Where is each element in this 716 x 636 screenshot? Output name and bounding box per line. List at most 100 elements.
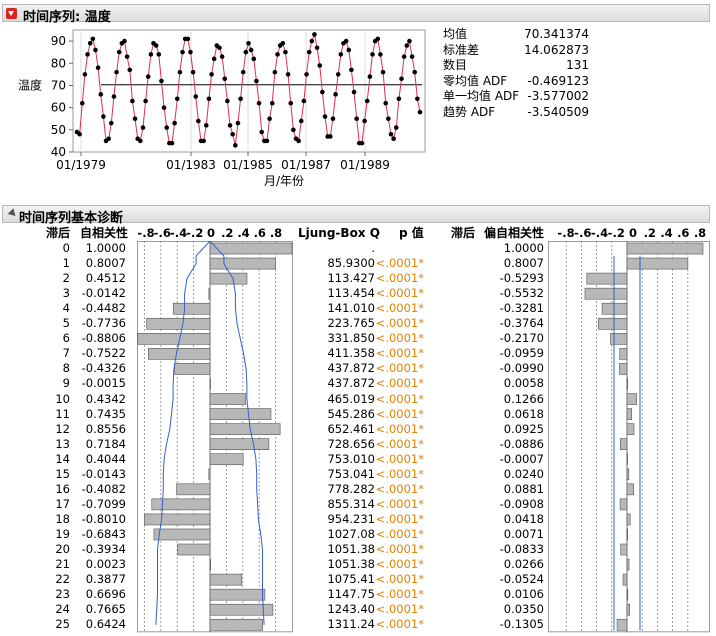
data-point — [79, 100, 85, 106]
data-point — [380, 69, 386, 75]
data-point — [230, 131, 235, 137]
axis-tick-label: -.6 — [574, 226, 591, 240]
bar — [209, 408, 272, 420]
acf-cell: 0.0023 — [85, 557, 126, 572]
bar — [209, 588, 266, 601]
time-series-chart: 01/1979 01/1983 01/1985 01/1987 01/1989 40 50 6… — [18, 29, 426, 188]
data-point — [338, 52, 344, 57]
x-tick-label: 01/1983 — [166, 158, 216, 172]
bar — [153, 528, 211, 541]
section-header-diagnostics[interactable]: 时间序列基本诊断 — [2, 205, 710, 226]
disclosure-icon[interactable] — [7, 208, 19, 219]
p-value-cell: <.0001* — [375, 602, 424, 617]
ljung-q-cell: 223.765 — [327, 316, 375, 331]
bar — [626, 242, 704, 255]
bar — [209, 573, 243, 586]
bar — [209, 242, 293, 255]
data-point — [143, 98, 148, 104]
stat-row: 标准差 14.062873 — [443, 43, 589, 59]
lag-cell: 14 — [55, 451, 70, 466]
stat-value: 14.062873 — [524, 42, 589, 57]
bar — [619, 498, 628, 511]
stat-label: 单一均值 ADF — [443, 89, 520, 103]
data-point — [333, 92, 338, 97]
pacf-cell: 0.0106 — [503, 587, 544, 602]
lag-cell: 24 — [55, 602, 70, 617]
lag-cell: 25 — [55, 617, 70, 632]
lag-cell: 15 — [55, 466, 70, 481]
acf-cell: -0.0143 — [81, 466, 126, 481]
data-point — [169, 140, 175, 146]
pacf-cell: -0.3281 — [499, 301, 544, 316]
stat-label: 数目 — [443, 58, 468, 72]
data-point — [309, 38, 315, 44]
bar — [626, 393, 637, 405]
axis-tick-label: -.2 — [608, 226, 625, 240]
confidence-band-lower — [155, 241, 211, 625]
bar — [209, 438, 270, 450]
x-tick-label: 01/1989 — [340, 158, 390, 172]
acf-cell: 0.6696 — [85, 587, 126, 602]
data-point — [87, 41, 93, 46]
section-title: 时间序列: 温度 — [23, 10, 111, 25]
pacf-cell: 0.8007 — [503, 256, 544, 271]
data-point — [248, 47, 254, 53]
data-point — [101, 114, 106, 119]
stat-row: 数目 131 — [443, 58, 589, 74]
data-point — [393, 125, 399, 130]
bar — [584, 287, 628, 300]
x-tick-label: 01/1985 — [223, 158, 273, 172]
stat-row: 单一均值 ADF -3.577002 — [443, 89, 589, 105]
acf-axis-ticks: -.8 -.6 -.4 -.2 0 .2 .4 .6 .8 — [137, 226, 282, 240]
data-point — [130, 98, 135, 104]
data-point — [111, 94, 117, 99]
data-point — [145, 74, 151, 79]
data-point — [401, 54, 407, 59]
lag-cell: 19 — [55, 526, 70, 541]
acf-cell: -0.0015 — [81, 376, 126, 391]
p-value-cell: <.0001* — [375, 346, 424, 361]
data-point — [359, 140, 365, 146]
bar — [619, 348, 628, 360]
data-point — [85, 52, 90, 57]
p-value-cell: <.0001* — [375, 511, 424, 526]
data-point — [301, 98, 307, 104]
lag-cell: 18 — [55, 511, 70, 526]
bar — [208, 468, 211, 481]
pacf-cell: 1.0000 — [503, 241, 544, 255]
axis-tick-label: .2 — [644, 226, 656, 240]
lag-cell: 2 — [62, 271, 70, 286]
acf-cell: -0.7099 — [81, 496, 126, 511]
ljung-q-cell: 437.872 — [327, 361, 375, 376]
section-header-time-series[interactable]: 时间序列: 温度 — [2, 4, 710, 25]
data-point — [280, 41, 286, 46]
bar — [209, 393, 246, 405]
data-point — [240, 69, 246, 75]
bar — [616, 618, 628, 631]
bar — [619, 363, 628, 375]
bar — [137, 333, 211, 345]
data-point — [375, 36, 381, 42]
bar — [626, 513, 631, 526]
data-point — [219, 54, 225, 59]
data-point — [116, 49, 122, 55]
bar — [626, 603, 630, 616]
data-point — [351, 89, 357, 95]
data-point — [269, 100, 275, 106]
acf-cell: 0.4044 — [85, 451, 126, 466]
acf-cell: 1.0000 — [85, 241, 126, 255]
acf-cell: 0.6424 — [85, 617, 126, 632]
bar — [598, 317, 628, 330]
p-value-cell: <.0001* — [375, 286, 424, 301]
red-triangle-menu-icon[interactable] — [6, 8, 17, 19]
pacf-cell: -0.0908 — [499, 496, 544, 511]
p-value-cell: <.0001* — [375, 256, 424, 271]
data-point — [272, 69, 278, 75]
axis-tick-label: -.6 — [154, 226, 171, 240]
bar — [209, 423, 281, 435]
x-axis-label: 月/年份 — [264, 174, 304, 188]
bar — [146, 317, 211, 330]
ljung-q-cell: 113.454 — [327, 286, 375, 301]
p-value-cell: <.0001* — [375, 542, 424, 556]
data-point — [335, 72, 341, 77]
